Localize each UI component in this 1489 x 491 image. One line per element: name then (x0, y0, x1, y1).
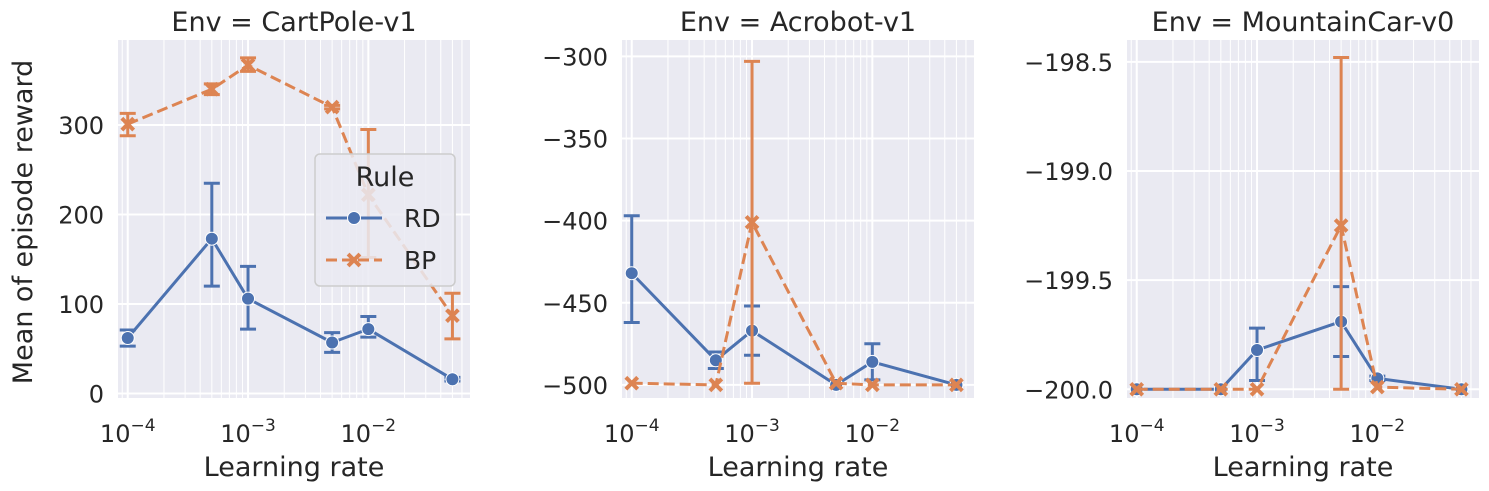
data-point (865, 354, 880, 369)
legend-entry-rd: RD (326, 204, 441, 233)
legend-marker (347, 211, 361, 225)
data-point (324, 99, 340, 115)
data-point-stroke (1333, 218, 1349, 233)
data-point (241, 291, 256, 306)
y-tick-label: −350 (542, 126, 608, 154)
panels: 10−4 10−3 10−2 0 100 200 300 Env = CartPole-v1 L… (58, 7, 1479, 483)
x-axis-label: Learning rate (708, 452, 889, 483)
subplot-title: Env = MountainCar-v0 (1152, 7, 1455, 38)
y-axis: −198.5 −199.0 −199.5 −200.0 (1024, 49, 1479, 404)
subplot-title: Env = CartPole-v1 (171, 7, 416, 38)
series-line (631, 220, 957, 387)
data-point (361, 322, 376, 337)
x-axis-label: Learning rate (204, 452, 385, 483)
data-point-stroke (1249, 381, 1265, 397)
y-tick-label: 200 (58, 202, 104, 230)
data-point (1250, 342, 1265, 357)
series-line (126, 237, 454, 381)
data-point (204, 231, 219, 246)
legend-title: Rule (356, 162, 415, 193)
x-tick-label: 10−3 (724, 416, 780, 448)
data-point-stroke (324, 99, 340, 115)
data-point (445, 372, 460, 387)
x-tick-label: 10−2 (845, 416, 901, 448)
y-tick-label: −450 (542, 290, 608, 318)
x-tick-label: 10−4 (1109, 416, 1165, 448)
data-point-stroke (865, 377, 880, 393)
data-point-stroke (624, 375, 640, 391)
x-axis: 10−4 10−3 10−2 (100, 40, 396, 448)
subplot-title: Env = Acrobot-v1 (680, 7, 916, 38)
legend-label: BP (404, 246, 436, 275)
data-point (1213, 381, 1229, 397)
legend: Rule RD BP (314, 153, 456, 287)
data-point-stroke (1370, 379, 1385, 395)
data-point-stroke (1454, 381, 1469, 397)
series-line (127, 63, 454, 317)
data-point (1129, 381, 1145, 397)
data-point (325, 335, 340, 350)
data-point (828, 375, 844, 391)
y-tick-label: 300 (58, 112, 104, 140)
series-line (630, 272, 957, 387)
data-point (1249, 381, 1265, 397)
legend-box (314, 153, 456, 287)
series-rd (119, 181, 461, 387)
data-point-stroke (1213, 381, 1229, 397)
legend-marker-stroke (346, 252, 362, 268)
plot-area (622, 40, 974, 398)
data-point (1370, 379, 1385, 395)
x-tick-label: 10−4 (604, 416, 660, 448)
data-point-stroke (744, 214, 760, 230)
legend-entry-bp: BP (326, 246, 436, 275)
subplot-2: 10−4 10−3 10−2 −300 −350 −400 −450 −500 Env = Ac… (542, 7, 974, 483)
y-tick-label: −200.0 (1024, 376, 1113, 404)
y-tick-label: −400 (542, 208, 608, 236)
y-tick-label: 0 (89, 381, 104, 409)
data-point-stroke (1129, 381, 1145, 397)
series-bp (624, 59, 964, 393)
x-axis-label: Learning rate (1213, 452, 1394, 483)
y-tick-label: −198.5 (1024, 49, 1113, 77)
data-point-stroke (828, 375, 844, 391)
data-point (708, 377, 724, 393)
data-point (120, 331, 135, 346)
x-tick-label: 10−2 (341, 416, 397, 448)
x-tick-label: 10−4 (100, 416, 156, 448)
data-point (1454, 381, 1469, 397)
data-point (865, 377, 880, 393)
y-tick-label: −199.0 (1024, 158, 1113, 186)
data-point (445, 308, 460, 323)
x-tick-label: 10−3 (220, 416, 276, 448)
data-point-stroke (120, 116, 136, 132)
data-point (624, 266, 639, 281)
data-point (624, 375, 640, 391)
data-point-stroke (949, 377, 964, 393)
y-tick-label: −500 (542, 372, 608, 400)
data-point-stroke (708, 377, 724, 393)
data-point (949, 377, 964, 393)
y-axis-label: Mean of episode reward (8, 60, 39, 384)
data-point-stroke (204, 81, 220, 97)
series-bp (1129, 55, 1469, 397)
y-tick-label: −300 (542, 43, 608, 71)
data-point-stroke (445, 308, 460, 323)
data-point-stroke (240, 57, 256, 73)
subplot-3: 10−4 10−3 10−2 −198.5 −199.0 −199.5 −200.0 Env … (1024, 7, 1479, 483)
data-point (240, 57, 256, 73)
y-tick-label: 100 (58, 291, 104, 319)
x-tick-label: 10−2 (1350, 416, 1406, 448)
x-tick-label: 10−3 (1229, 416, 1285, 448)
legend-label: RD (404, 204, 441, 233)
y-axis: −300 −350 −400 −450 −500 (542, 43, 974, 400)
data-point (744, 214, 760, 230)
data-point (1333, 218, 1349, 233)
plot-area (1127, 40, 1479, 398)
y-tick-label: −199.5 (1024, 267, 1113, 295)
data-point (204, 81, 220, 97)
series-line (1136, 224, 1462, 391)
legend-marker (346, 252, 362, 268)
data-point (120, 116, 136, 132)
